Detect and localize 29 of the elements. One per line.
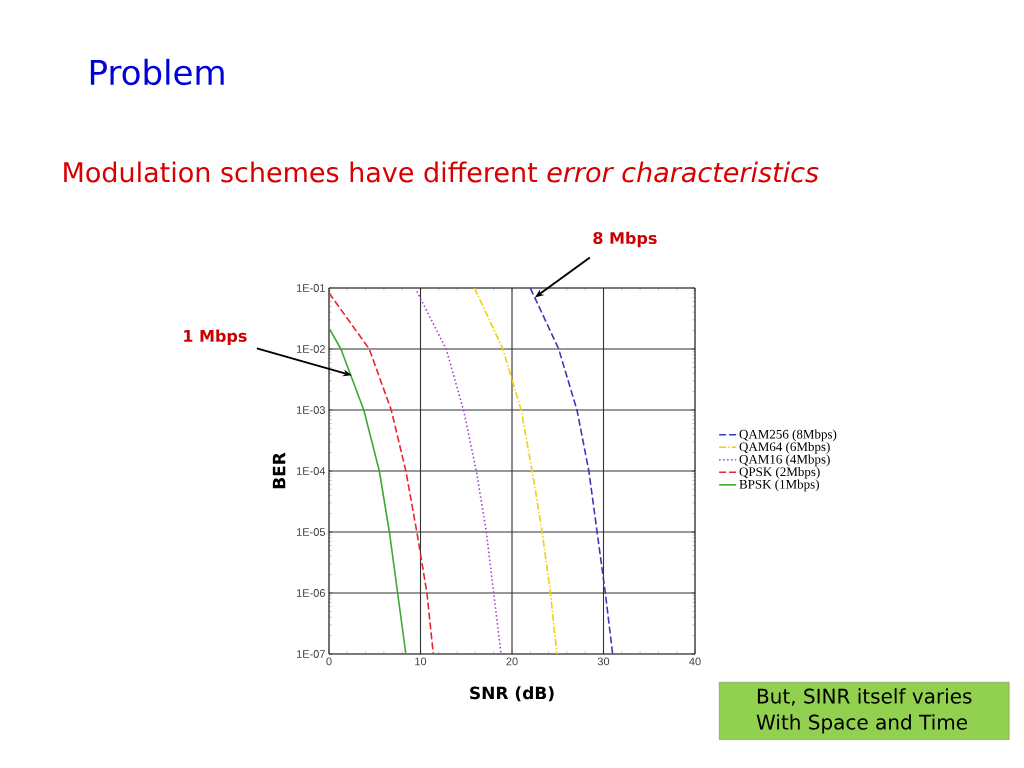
x-tick-label: 30	[597, 657, 610, 666]
legend-label: QAM16 (4Mbps)	[739, 454, 830, 467]
legend-label: QPSK (2Mbps)	[739, 467, 820, 479]
text: With Space and Time	[756, 714, 967, 734]
x-axis-title: SNR (dB)	[470, 686, 554, 702]
y-tick-label: 1E-02	[296, 345, 325, 353]
line-series	[328, 292, 435, 655]
y-tick-label: 1E-03	[296, 406, 325, 414]
chart-title: Problem	[90, 58, 224, 86]
x-tick-label: 0	[326, 657, 332, 666]
legend-label: BPSK (1Mbps)	[739, 479, 819, 492]
y-axis-title: BER	[272, 452, 286, 489]
x-tick-label: 40	[689, 657, 701, 666]
line-series	[328, 327, 407, 655]
y-tick-label: 1E-06	[296, 589, 325, 597]
line-series	[473, 287, 558, 655]
y-tick-label: 1E-01	[296, 284, 325, 292]
legend-label: QAM64 (6Mbps)	[739, 441, 830, 454]
y-tick-label: 1E-05	[296, 528, 325, 536]
line-series	[416, 290, 502, 655]
annotation: 8 Mbps	[593, 231, 657, 248]
annotation: 1 Mbps	[184, 329, 247, 346]
legend-label: QAM256 (8Mbps)	[739, 429, 837, 442]
y-tick-label: 1E-07	[296, 650, 325, 658]
y-tick-label: 1E-04	[296, 467, 326, 475]
chart-subtitle: Modulation schemes have different error characteristics	[64, 161, 819, 183]
text: But, SINR itself varies	[757, 688, 972, 706]
x-tick-label: 10	[415, 657, 427, 666]
x-tick-label: 20	[506, 657, 518, 666]
